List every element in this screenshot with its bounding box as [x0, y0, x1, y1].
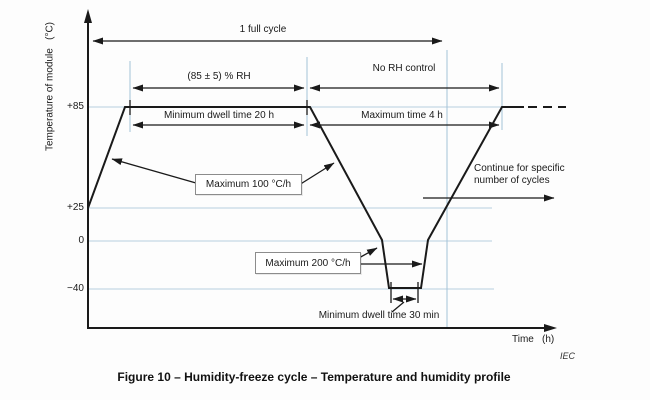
phase-marker-lines [129, 50, 503, 327]
label-full-cycle: 1 full cycle [239, 24, 287, 35]
y-tick-0: 0 [78, 235, 84, 246]
x-axis-unit: (h) [542, 334, 555, 345]
y-tick-m40: −40 [67, 283, 84, 294]
callout-max-200ch: Maximum 200 °C/h [255, 252, 361, 274]
figure-caption: Figure 10 – Humidity-freeze cycle – Temp… [117, 370, 511, 384]
temperature-profile-curve [87, 106, 524, 289]
callout-max-100ch: Maximum 100 °C/h [195, 174, 302, 195]
y-tick-25: +25 [67, 202, 84, 213]
x-axis-label: Time [512, 334, 534, 345]
label-max-time-4h: Maximum time 4 h [361, 110, 443, 121]
leader-max100-to-cooldown-ramp [298, 162, 335, 186]
leader-max100-to-heatup-ramp [111, 158, 197, 184]
callout-max-100ch-text: Maximum 100 °C/h [205, 179, 292, 190]
label-continue-line1: Continue for specific [474, 163, 565, 174]
iec-publisher-mark: IEC [560, 351, 576, 361]
label-dwell-30min: Minimum dwell time 30 min [318, 310, 440, 321]
dimension-arrows [92, 37, 555, 313]
y-axis-arrowhead-icon [84, 9, 92, 23]
label-rh-controlled: (85 ± 5) % RH [187, 71, 251, 82]
leader-dwell-30min [391, 301, 405, 313]
label-no-rh-control: No RH control [372, 63, 436, 74]
x-axis-arrowhead-icon [544, 324, 557, 332]
label-continue-line2: number of cycles [474, 174, 550, 186]
label-dwell-20h: Minimum dwell time 20 h [163, 110, 275, 121]
dwell-boundary-ticks [129, 100, 419, 303]
label-continue-cycles: Continue for specific number of cycles [474, 163, 565, 186]
y-tick-85: +85 [67, 101, 84, 112]
callout-max-200ch-text: Maximum 200 °C/h [265, 257, 351, 269]
y-axis-label: Temperature of module (°C) [44, 21, 56, 152]
